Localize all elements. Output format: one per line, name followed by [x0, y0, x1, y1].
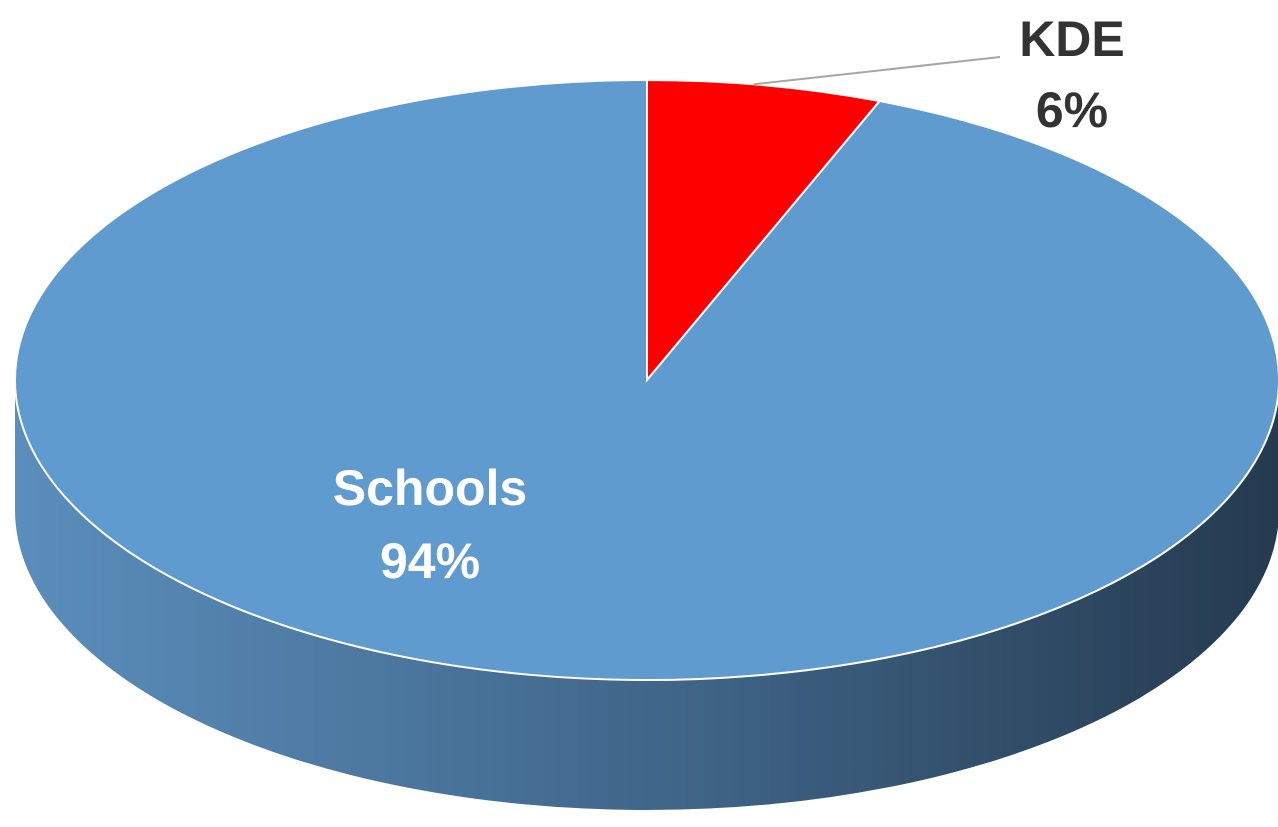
- pie-side-wall: [15, 380, 1278, 810]
- kde-slice: [646, 78, 882, 383]
- kde-leader-line: [753, 56, 1001, 86]
- kde-slice-percent: 6%: [1036, 82, 1108, 138]
- schools-slice: [14, 78, 1278, 681]
- schools-slice-label: Schools: [333, 460, 527, 516]
- kde-slice-label: KDE: [1019, 11, 1125, 67]
- schools-slice-percent: 94%: [380, 533, 480, 589]
